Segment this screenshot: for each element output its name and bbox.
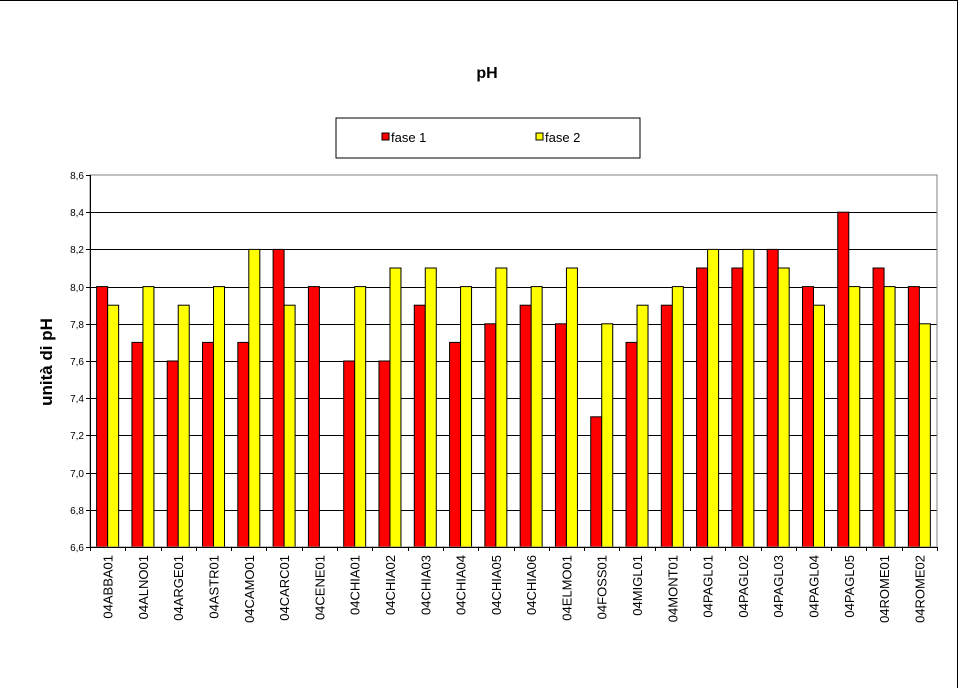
x-tick-label: 04FOSS01 (595, 555, 610, 619)
x-tick-label: 04PAGL03 (771, 555, 786, 618)
y-ticks: 6,6 6,8 7,0 7,2 7,4 7,6 7,8 8,0 8,2 8,4 8,6 (70, 171, 90, 554)
bar-fase-2-04PAGL02 (742, 248, 755, 548)
bar-fase-2-04MONT01 (671, 286, 684, 548)
x-tick-label: 04CHIA05 (489, 555, 504, 615)
gridlines (90, 212, 937, 511)
x-ticks: 04ABBA01 04ALNO01 04ARGE01 04ASTR01 04CAMO01… (90, 547, 938, 623)
bar-fase-2-04ROME01 (883, 286, 896, 548)
bar-fase-2-04PAGL03 (777, 267, 790, 548)
x-tick-label: 04ABBA01 (101, 555, 116, 619)
bar-fase-1-04CHIA02 (378, 360, 391, 548)
legend-swatch-fase-1 (381, 132, 390, 141)
bar-fase-2-04MIGL01 (636, 304, 649, 548)
y-tick-label: 8,0 (70, 283, 84, 294)
x-tick-label: 04PAGL02 (736, 555, 751, 618)
bar-fase-2-04ROME02 (918, 323, 931, 548)
x-tick-label: 04CHIA01 (348, 555, 363, 615)
bar-fase-2-04PAGL01 (707, 248, 720, 548)
bar-fase-1-04MIGL01 (625, 341, 638, 548)
x-tick-label: 04CHIA03 (418, 555, 433, 615)
bar-fase-1-04PAGL02 (731, 267, 744, 548)
bar-fase-1-04PAGL03 (766, 248, 779, 548)
bar-fase-2-04CHIA01 (354, 286, 367, 548)
x-tick-label: 04ROME01 (877, 555, 892, 623)
x-tick-label: 04CENE01 (312, 555, 327, 620)
bar-fase-2-04ASTR01 (213, 286, 226, 548)
bar-fase-2-04CAMO01 (248, 248, 261, 548)
bar-fase-1-04ABBA01 (96, 286, 109, 548)
x-tick-label: 04ASTR01 (207, 555, 222, 619)
x-tick-label: 04MONT01 (665, 555, 680, 622)
x-tick-label: 04ARGE01 (171, 555, 186, 621)
bar-fase-1-04CHIA01 (343, 360, 356, 548)
bar-fase-1-04CENE01 (307, 286, 320, 548)
bar-fase-2-04ABBA01 (107, 304, 120, 548)
y-tick-label: 6,8 (70, 506, 84, 517)
x-tick-label: 04PAGL01 (701, 555, 716, 618)
bar-fase-2-04CHIA02 (389, 267, 402, 548)
x-tick-label: 04PAGL04 (806, 555, 821, 618)
x-tick-label: 04ALNO01 (136, 555, 151, 619)
bar-fase-1-04ROME01 (872, 267, 885, 548)
x-tick-label: 04CHIA02 (383, 555, 398, 615)
bar-fase-1-04PAGL01 (696, 267, 709, 548)
y-axis-label: unità di pH (37, 318, 56, 406)
y-tick-label: 8,4 (70, 208, 84, 219)
x-tick-label: 04ROME02 (912, 555, 927, 623)
bar-fase-2-04ELMO01 (565, 267, 578, 548)
y-tick-label: 7,6 (70, 357, 84, 368)
y-tick-label: 7,8 (70, 320, 84, 331)
x-tick-label: 04CHIA04 (454, 555, 469, 615)
y-tick-label: 7,0 (70, 469, 84, 480)
x-tick-label: 04CHIA06 (524, 555, 539, 615)
legend: fase 1 fase 2 (335, 117, 641, 159)
bar-fase-1-04CAMO01 (237, 341, 250, 548)
bar-fase-2-04CHIA03 (424, 267, 437, 548)
bar-fase-1-04ROME02 (907, 286, 920, 548)
bar-fase-1-04CHIA03 (413, 304, 426, 548)
bar-fase-1-04FOSS01 (590, 416, 603, 548)
bar-fase-2-04PAGL05 (848, 286, 861, 548)
legend-label-fase-1: fase 1 (391, 130, 426, 145)
x-tick-label: 04MIGL01 (630, 555, 645, 616)
bar-fase-2-04CHIA04 (460, 286, 473, 548)
bar-fase-1-04ASTR01 (202, 341, 215, 548)
bar-fase-2-04PAGL04 (812, 304, 825, 548)
bar-fase-2-04FOSS01 (601, 323, 614, 548)
bar-fase-1-04PAGL04 (801, 286, 814, 548)
bar-fase-1-04ELMO01 (554, 323, 567, 548)
bar-fase-2-04CHIA05 (495, 267, 508, 548)
y-tick-label: 8,2 (70, 245, 84, 256)
x-tick-label: 04CARC01 (277, 555, 292, 621)
legend-label-fase-2: fase 2 (545, 130, 580, 145)
bar-fase-1-04CHIA04 (449, 341, 462, 548)
bar-fase-2-04ALNO01 (142, 286, 155, 548)
bars (96, 211, 931, 548)
bar-fase-2-04ARGE01 (177, 304, 190, 548)
y-tick-label: 6,6 (70, 543, 84, 554)
bar-fase-1-04CHIA06 (519, 304, 532, 548)
bar-fase-1-04PAGL05 (837, 211, 850, 548)
y-tick-label: 7,2 (70, 431, 84, 442)
legend-swatch-fase-2 (535, 132, 544, 141)
x-tick-label: 04PAGL05 (842, 555, 857, 618)
bar-fase-1-04CHIA05 (484, 323, 497, 548)
bar-fase-1-04ALNO01 (131, 341, 144, 548)
x-tick-label: 04CAMO01 (242, 555, 257, 623)
bar-fase-1-04ARGE01 (166, 360, 179, 548)
y-tick-label: 7,4 (70, 394, 84, 405)
x-tick-label: 04ELMO01 (559, 555, 574, 621)
bar-fase-2-04CHIA06 (530, 286, 543, 548)
y-tick-label: 8,6 (70, 171, 84, 182)
bar-fase-2-04CARC01 (283, 304, 296, 548)
chart-title: pH (476, 65, 497, 82)
bar-fase-1-04CARC01 (272, 248, 285, 548)
bar-fase-1-04MONT01 (660, 304, 673, 548)
